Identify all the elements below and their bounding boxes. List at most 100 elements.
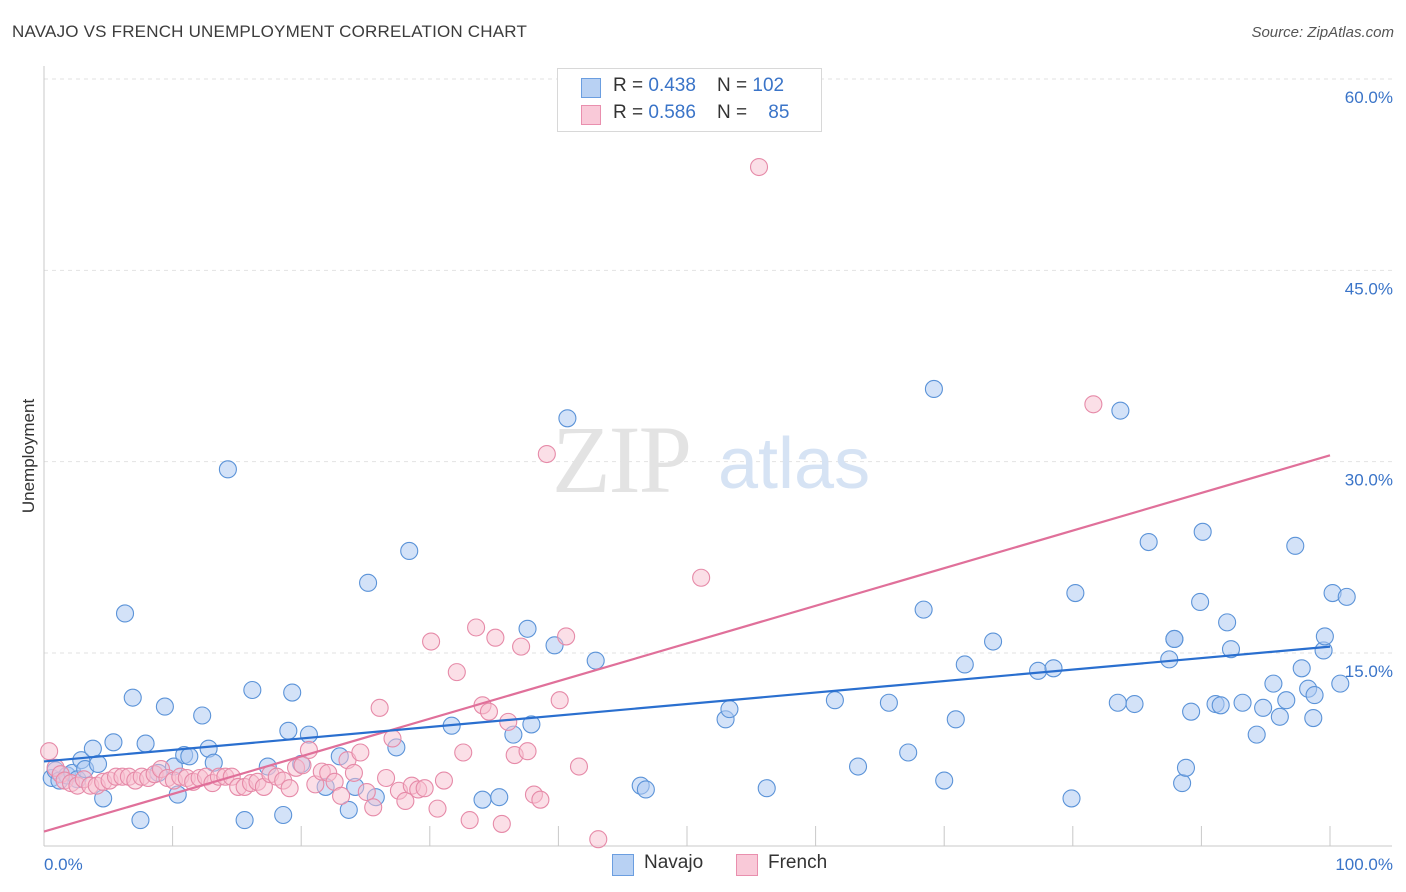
french-point bbox=[1084, 395, 1103, 414]
y-tick-label: 60.0% bbox=[1345, 88, 1393, 107]
french-trendline bbox=[43, 454, 1331, 833]
navajo-point bbox=[1111, 401, 1130, 420]
navajo-point bbox=[88, 754, 108, 774]
navajo-point bbox=[848, 757, 868, 776]
legend-swatch-navajo bbox=[581, 78, 601, 98]
navajo-point bbox=[1125, 694, 1144, 714]
navajo-point bbox=[104, 733, 123, 752]
navajo-point bbox=[1044, 659, 1063, 678]
correlation-legend: R = 0.438 N = 102 R = 0.586 N = 85 bbox=[557, 68, 822, 132]
french-point bbox=[454, 743, 473, 762]
navajo-point bbox=[914, 600, 933, 619]
french-point bbox=[467, 618, 486, 637]
french-point bbox=[357, 782, 376, 802]
navajo-point bbox=[1193, 522, 1212, 541]
legend-n-value: 85 bbox=[768, 102, 790, 123]
navajo-point bbox=[473, 790, 492, 809]
french-point bbox=[557, 627, 576, 646]
french-point bbox=[531, 790, 550, 809]
french-point bbox=[344, 763, 363, 782]
navajo-point bbox=[193, 706, 212, 725]
legend-n-label: N = bbox=[717, 102, 753, 123]
navajo-point bbox=[131, 811, 150, 830]
french-point bbox=[447, 663, 466, 682]
navajo-point bbox=[299, 725, 318, 744]
navajo-point bbox=[518, 619, 537, 638]
navajo-point bbox=[83, 739, 102, 758]
navajo-point bbox=[1062, 789, 1081, 808]
french-point bbox=[364, 798, 383, 817]
navajo-point bbox=[879, 693, 898, 712]
french-point bbox=[377, 768, 396, 788]
navajo-point bbox=[274, 805, 293, 825]
legend-r-value: 0.438 bbox=[648, 75, 696, 96]
y-tick-label: 45.0% bbox=[1345, 279, 1393, 298]
source-credit: Source: ZipAtlas.com bbox=[1251, 24, 1394, 41]
french-point bbox=[499, 712, 518, 731]
navajo-point bbox=[1029, 661, 1048, 680]
navajo-point bbox=[243, 680, 262, 700]
navajo-points bbox=[42, 379, 1356, 830]
french-point bbox=[434, 771, 453, 790]
chart-title: NAVAJO VS FRENCH UNEMPLOYMENT CORRELATIO… bbox=[12, 22, 528, 41]
navajo-point bbox=[636, 780, 655, 799]
french-point bbox=[569, 757, 589, 776]
tick-labels: 15.0% 30.0% 45.0% 60.0% 0.0% 100.0% bbox=[44, 88, 1393, 874]
navajo-point bbox=[946, 710, 965, 729]
navajo-point bbox=[984, 632, 1003, 651]
navajo-point bbox=[586, 651, 605, 670]
french-point bbox=[550, 691, 569, 710]
trendlines bbox=[43, 454, 1331, 833]
navajo-point bbox=[1292, 659, 1311, 678]
legend-n-value: 102 bbox=[752, 75, 785, 96]
navajo-point bbox=[522, 715, 541, 734]
navajo-point bbox=[136, 734, 155, 753]
french-point bbox=[589, 830, 608, 849]
x-tick-label: 100.0% bbox=[1335, 855, 1393, 874]
navajo-point bbox=[218, 460, 237, 479]
navajo-point bbox=[155, 697, 174, 716]
legend-swatch-french bbox=[581, 105, 601, 125]
navajo-point bbox=[1173, 774, 1192, 793]
french-point bbox=[537, 444, 556, 464]
navajo-point bbox=[1315, 627, 1334, 646]
watermark-zip: ZIP bbox=[552, 406, 690, 513]
legend-n-label: N = bbox=[717, 75, 753, 96]
french-point bbox=[396, 791, 415, 811]
navajo-point bbox=[279, 721, 298, 740]
navajo-point bbox=[1191, 592, 1210, 612]
navajo-point bbox=[283, 683, 302, 702]
navajo-point bbox=[1066, 583, 1085, 603]
navajo-point bbox=[955, 655, 974, 674]
navajo-point bbox=[1182, 702, 1201, 721]
navajo-point bbox=[1176, 758, 1196, 777]
navajo-point bbox=[1304, 709, 1323, 728]
legend-r-label: R = bbox=[613, 102, 649, 123]
french-point bbox=[293, 756, 312, 775]
navajo-point bbox=[1277, 691, 1296, 710]
navajo-point bbox=[1247, 725, 1266, 744]
french-point bbox=[492, 814, 511, 833]
bottom-legend-swatch-navajo bbox=[612, 854, 634, 876]
x-tick-label: 0.0% bbox=[44, 855, 83, 874]
french-point bbox=[40, 742, 59, 761]
navajo-point bbox=[1139, 532, 1158, 552]
french-point bbox=[422, 632, 441, 651]
navajo-point bbox=[1221, 640, 1241, 659]
navajo-point bbox=[400, 541, 419, 561]
bottom-legend-swatch-french bbox=[736, 854, 758, 876]
watermark-atlas: atlas bbox=[718, 424, 870, 504]
french-point bbox=[351, 743, 370, 762]
axes bbox=[43, 66, 1392, 847]
navajo-point bbox=[1305, 686, 1324, 705]
navajo-point bbox=[558, 409, 577, 428]
navajo-point bbox=[720, 700, 739, 719]
watermark: ZIP atlas bbox=[552, 406, 870, 513]
french-point bbox=[692, 568, 711, 587]
navajo-point bbox=[1211, 696, 1230, 715]
navajo-point bbox=[359, 573, 378, 592]
french-point bbox=[486, 628, 505, 647]
french-point bbox=[518, 742, 537, 761]
navajo-point bbox=[123, 688, 142, 707]
